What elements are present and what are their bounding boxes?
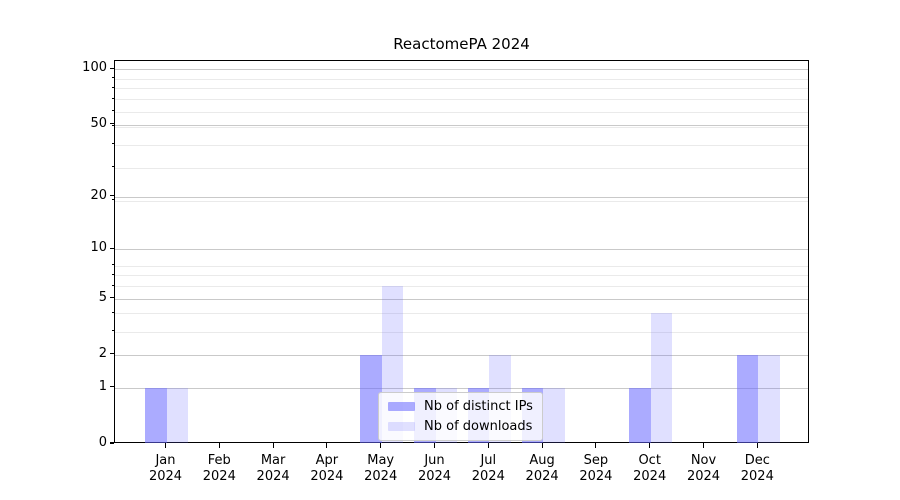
y-gridline-minor xyxy=(115,99,808,101)
legend-label-downloads: Nb of downloads xyxy=(424,419,533,434)
y-gridline-minor xyxy=(115,265,808,267)
y-gridline-major xyxy=(115,69,808,71)
y-minor-tick-mark xyxy=(111,77,114,79)
y-tick-mark xyxy=(109,195,114,197)
bar-downloads xyxy=(650,313,673,443)
legend-swatch-downloads xyxy=(388,422,415,431)
x-tick-mark xyxy=(380,443,382,448)
chart-title: ReactomePA 2024 xyxy=(393,35,530,53)
y-gridline-minor xyxy=(115,200,808,202)
y-tick-label: 1 xyxy=(98,378,107,394)
x-tick-label: Jan 2024 xyxy=(148,453,183,484)
x-tick-label: Sep 2024 xyxy=(579,453,613,484)
y-tick-label: 50 xyxy=(90,115,107,131)
y-gridline-major xyxy=(115,196,808,198)
y-minor-tick-mark xyxy=(111,110,114,112)
x-tick-label: Jul 2024 xyxy=(471,453,505,484)
bar-downloads xyxy=(758,354,780,443)
legend-entry-distinct-ips: Nb of distinct IPs xyxy=(388,398,533,415)
x-tick-mark xyxy=(649,443,651,448)
x-tick-label: Apr 2024 xyxy=(310,453,344,484)
x-tick-mark xyxy=(218,443,220,448)
y-tick-mark xyxy=(109,123,114,125)
y-tick-label: 100 xyxy=(82,60,107,76)
x-tick-mark xyxy=(326,443,328,448)
y-gridline-minor xyxy=(115,126,808,128)
y-minor-tick-mark xyxy=(111,166,114,168)
y-tick-mark xyxy=(109,353,114,355)
y-gridline-major xyxy=(115,354,808,356)
y-gridline-minor xyxy=(115,88,808,90)
y-tick-label: 2 xyxy=(98,345,107,361)
y-tick-label: 20 xyxy=(90,187,107,203)
y-gridline-minor xyxy=(115,331,808,333)
x-tick-label: Feb 2024 xyxy=(202,453,236,484)
bar-distinct-ips xyxy=(736,354,759,443)
y-minor-tick-mark xyxy=(111,264,114,266)
y-tick-label: 10 xyxy=(90,240,107,256)
x-tick-label: Nov 2024 xyxy=(686,453,721,484)
x-tick-mark xyxy=(756,443,758,448)
bar-distinct-ips xyxy=(145,387,167,443)
y-gridline-major xyxy=(115,298,808,300)
y-tick-mark xyxy=(109,442,114,444)
x-tick-mark xyxy=(487,443,489,448)
x-tick-mark xyxy=(541,443,543,448)
y-minor-tick-mark xyxy=(111,125,114,126)
y-minor-tick-mark xyxy=(111,97,114,99)
y-gridline-minor xyxy=(115,275,808,277)
y-minor-tick-mark xyxy=(111,199,114,201)
y-gridline-minor xyxy=(115,313,808,315)
x-tick-label: Aug 2024 xyxy=(525,453,559,484)
bar-downloads xyxy=(166,387,188,443)
x-tick-mark xyxy=(433,443,436,448)
x-tick-mark xyxy=(272,443,274,448)
legend-entry-downloads: Nb of downloads xyxy=(388,418,533,435)
y-tick-mark xyxy=(109,67,114,69)
y-minor-tick-mark xyxy=(111,143,114,145)
y-minor-tick-mark xyxy=(111,273,114,275)
x-tick-label: May 2024 xyxy=(364,453,398,484)
x-tick-mark xyxy=(595,443,597,448)
y-gridline-major xyxy=(115,387,808,389)
legend-label-distinct-ips: Nb of distinct IPs xyxy=(424,399,533,414)
x-tick-label: Dec 2024 xyxy=(740,453,774,484)
y-minor-tick-mark xyxy=(111,86,114,88)
y-gridline-minor xyxy=(115,144,808,146)
y-gridline-major xyxy=(115,249,808,251)
x-tick-label: Oct 2024 xyxy=(633,453,667,484)
y-gridline-minor xyxy=(115,78,808,80)
y-gridline-major xyxy=(115,124,808,126)
y-gridline-minor xyxy=(115,111,808,113)
y-minor-tick-mark xyxy=(111,284,114,286)
bar-distinct-ips xyxy=(360,354,382,443)
legend-swatch-distinct-ips xyxy=(388,402,415,411)
y-tick-mark xyxy=(109,247,114,249)
legend: Nb of distinct IPs Nb of downloads xyxy=(378,392,543,441)
y-tick-mark xyxy=(109,297,114,299)
y-minor-tick-mark xyxy=(111,330,114,331)
x-tick-mark xyxy=(164,443,167,448)
bar-downloads xyxy=(543,387,565,443)
x-tick-label: Jun 2024 xyxy=(417,453,452,484)
x-tick-mark xyxy=(702,443,705,448)
y-tick-label: 0 xyxy=(98,435,107,450)
y-tick-label: 5 xyxy=(98,289,107,305)
bar-distinct-ips xyxy=(629,387,651,443)
x-tick-label: Mar 2024 xyxy=(256,453,290,484)
y-gridline-minor xyxy=(115,286,808,288)
y-minor-tick-mark xyxy=(111,311,114,313)
plot-area xyxy=(114,60,809,443)
y-gridline-minor xyxy=(115,167,808,169)
y-tick-mark xyxy=(109,386,114,388)
